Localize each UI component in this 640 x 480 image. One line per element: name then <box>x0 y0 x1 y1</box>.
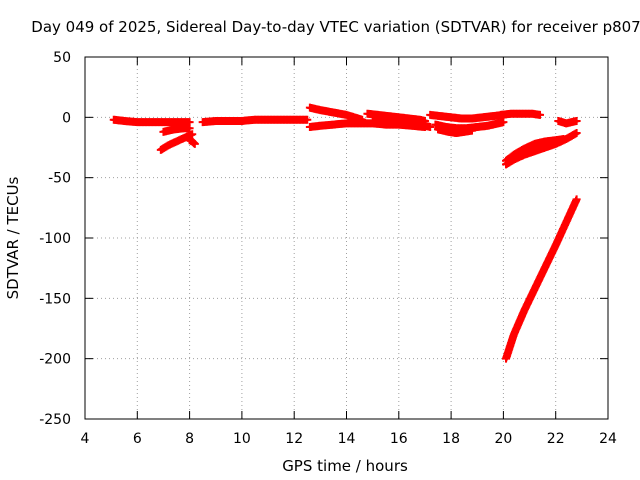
data-point <box>536 110 545 119</box>
data-point <box>190 139 199 148</box>
data-point <box>185 124 194 133</box>
data-point <box>559 135 568 144</box>
series-arc-17 <box>502 195 581 363</box>
series-arc-16 <box>554 116 581 128</box>
y-axis-label: SDTVAR / TECUs <box>4 176 22 299</box>
x-tick-label: 24 <box>599 431 617 447</box>
x-tick-label: 14 <box>338 431 356 447</box>
y-tick-label: -50 <box>48 171 71 187</box>
y-tick-label: 50 <box>53 50 71 66</box>
y-tick-label: -200 <box>39 352 71 368</box>
data-point <box>572 195 581 204</box>
x-tick-label: 6 <box>133 431 142 447</box>
data-point <box>499 118 508 127</box>
series-arc-3 <box>156 130 197 154</box>
axis-ticks <box>84 56 609 420</box>
series-arc-12 <box>434 125 477 138</box>
series-arc-4 <box>185 136 199 148</box>
x-tick-label: 20 <box>494 431 512 447</box>
plot-frame <box>84 56 609 420</box>
series-arc-5 <box>198 115 312 127</box>
series-arc-14 <box>502 129 581 169</box>
data-point <box>572 116 581 125</box>
data-point <box>468 126 477 135</box>
chart-title: Day 049 of 2025, Sidereal Day-to-day VTE… <box>31 18 640 36</box>
x-tick-label: 8 <box>185 431 194 447</box>
data-points <box>109 103 581 363</box>
x-tick-label: 12 <box>285 431 303 447</box>
x-tick-label: 22 <box>547 431 565 447</box>
y-tick-label: -250 <box>39 412 71 428</box>
x-axis-label: GPS time / hours <box>282 457 408 475</box>
y-tick-label: -150 <box>39 291 71 307</box>
data-point <box>303 115 312 124</box>
series-arc-13 <box>496 109 545 119</box>
y-tick-label: -100 <box>39 231 71 247</box>
x-tick-label: 4 <box>81 431 90 447</box>
tick-labels: 4 6 8 10 12 14 16 18 20 22 24 50 0 -50 -100 -150 -200 -25… <box>39 50 617 447</box>
y-tick-label: 0 <box>62 110 71 126</box>
series-arc-6 <box>305 103 367 124</box>
data-point <box>572 129 581 138</box>
data-point <box>426 122 435 131</box>
series-arc-2 <box>159 124 194 136</box>
x-tick-label: 16 <box>390 431 408 447</box>
data-point <box>188 130 197 139</box>
x-tick-label: 10 <box>233 431 251 447</box>
x-tick-label: 18 <box>442 431 460 447</box>
series-arc-15 <box>502 135 568 165</box>
series-arc-9 <box>368 116 435 131</box>
